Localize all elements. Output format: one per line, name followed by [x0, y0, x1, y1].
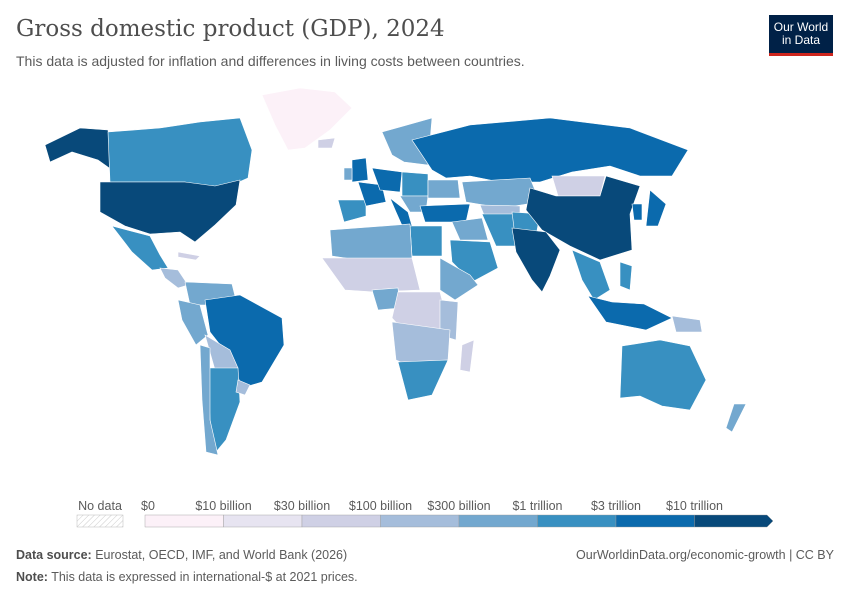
legend-swatch[interactable]: [615, 514, 695, 528]
country-mexico[interactable]: [111, 225, 169, 271]
legend: No data $0 $10 billion $30 billion $100 bil…: [0, 495, 850, 535]
country-korea[interactable]: [631, 203, 643, 221]
country-north-africa[interactable]: [329, 223, 413, 263]
note: Note: This data is expressed in internat…: [16, 570, 358, 584]
legend-label-no-data: No data: [78, 499, 122, 513]
legend-swatch[interactable]: [380, 514, 460, 528]
legend-swatch[interactable]: [223, 514, 303, 528]
country-brazil[interactable]: [204, 294, 285, 389]
country-canada[interactable]: [107, 117, 253, 189]
world-map[interactable]: [0, 80, 850, 480]
legend-label: $300 billion: [427, 499, 491, 513]
country-papua-new-guinea[interactable]: [671, 315, 703, 333]
legend-label: $10 billion: [195, 499, 252, 513]
legend-label: $10 trillion: [666, 499, 723, 513]
country-japan[interactable]: [645, 189, 667, 227]
legend-label: $1 trillion: [512, 499, 563, 513]
legend-swatch[interactable]: [458, 514, 538, 528]
legend-swatch[interactable]: [144, 514, 224, 528]
country-greenland[interactable]: [261, 87, 353, 151]
country-germany-benelux[interactable]: [371, 167, 403, 193]
country-peru-ecuador[interactable]: [177, 299, 209, 346]
country-ukraine[interactable]: [427, 179, 461, 199]
legend-label: $100 billion: [348, 499, 413, 513]
country-philippines[interactable]: [619, 261, 633, 291]
legend-swatch[interactable]: [537, 514, 617, 528]
country-kazakhstan[interactable]: [461, 177, 541, 209]
legend-label: $0: [141, 499, 155, 513]
country-alaska[interactable]: [44, 127, 113, 171]
country-india[interactable]: [511, 227, 561, 293]
country-egypt[interactable]: [409, 225, 443, 257]
country-united-states[interactable]: [99, 179, 241, 243]
legend-swatch[interactable]: [301, 514, 381, 528]
country-cuba[interactable]: [177, 251, 201, 261]
country-uruguay[interactable]: [235, 379, 251, 396]
country-southeast-asia[interactable]: [571, 249, 611, 301]
country-central-america[interactable]: [159, 267, 189, 289]
legend-swatch-no-data[interactable]: [76, 514, 124, 528]
legend-label: $3 trillion: [590, 499, 642, 513]
country-uk[interactable]: [351, 157, 369, 183]
page-title: Gross domestic product (GDP), 2024: [16, 16, 445, 42]
country-spain-portugal[interactable]: [337, 199, 367, 223]
subtitle: This data is adjusted for inflation and …: [16, 53, 525, 69]
logo-text: Our World: [773, 20, 829, 34]
country-china[interactable]: [525, 175, 641, 261]
owid-logo[interactable]: Our World in Data: [769, 15, 833, 56]
credit-link[interactable]: OurWorldinData.org/economic-growth | CC …: [576, 548, 834, 562]
country-australia[interactable]: [619, 339, 707, 411]
country-madagascar[interactable]: [459, 339, 475, 373]
note-label: Note:: [16, 570, 48, 584]
country-iceland[interactable]: [317, 137, 336, 149]
legend-swatch[interactable]: [694, 514, 774, 528]
country-chile[interactable]: [199, 344, 219, 456]
logo-text: in Data: [781, 33, 821, 47]
country-poland-central-eu[interactable]: [401, 171, 429, 197]
legend-label: $30 billion: [273, 499, 331, 513]
country-sahel[interactable]: [321, 257, 421, 293]
note-text: This data is expressed in international-…: [51, 570, 358, 584]
source-label: Data source:: [16, 548, 92, 562]
country-new-zealand[interactable]: [725, 403, 747, 433]
source-text[interactable]: Eurostat, OECD, IMF, and World Bank (202…: [95, 548, 348, 562]
country-mongolia[interactable]: [551, 175, 606, 197]
legend-scale: [76, 514, 774, 528]
country-turkey[interactable]: [419, 203, 471, 223]
country-ireland[interactable]: [343, 167, 353, 181]
country-russia[interactable]: [411, 117, 689, 183]
country-indonesia[interactable]: [587, 295, 673, 331]
country-iraq-syria[interactable]: [451, 217, 489, 241]
country-horn-of-africa[interactable]: [439, 257, 479, 301]
country-south-africa[interactable]: [397, 359, 449, 401]
data-source: Data source: Eurostat, OECD, IMF, and Wo…: [16, 548, 347, 562]
country-scandinavia[interactable]: [381, 117, 433, 166]
